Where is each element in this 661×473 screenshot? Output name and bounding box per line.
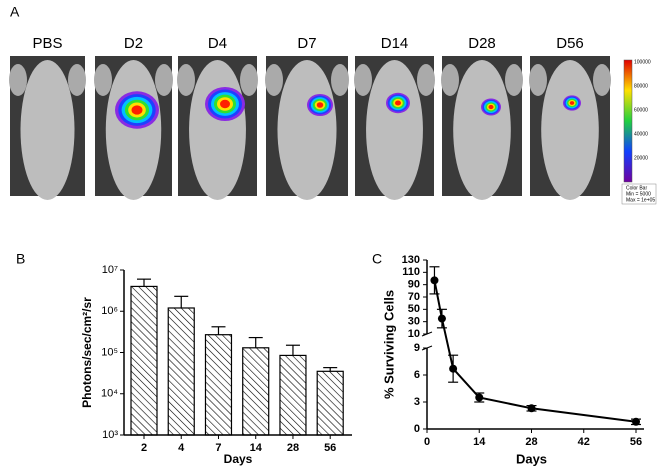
data-point <box>475 393 484 402</box>
y-tick-label: 9 <box>414 342 420 354</box>
signal <box>569 101 575 105</box>
y-tick-label: 110 <box>402 266 420 278</box>
x-axis-label: Days <box>516 451 547 466</box>
mouse-limb <box>155 64 173 96</box>
mouse-limb <box>265 64 283 96</box>
mouse-body <box>20 60 75 200</box>
x-axis-label: Days <box>224 452 253 466</box>
data-point <box>430 276 439 285</box>
group-label: D28 <box>468 35 496 52</box>
y-tick-label: 10⁵ <box>101 346 118 358</box>
mouse-body <box>189 60 246 200</box>
mouse-limb <box>68 64 86 96</box>
y-tick-label: 70 <box>408 291 420 303</box>
y-tick-label: 10³ <box>102 429 118 441</box>
series-line <box>433 280 637 423</box>
mouse-limb <box>9 64 27 96</box>
x-tick-label: 2 <box>141 442 147 454</box>
color-bar-caption: Min = 5000 <box>626 191 651 197</box>
bar <box>242 347 270 436</box>
mouse-limb <box>505 64 523 96</box>
x-tick-label: 0 <box>424 436 430 448</box>
mouse-body <box>453 60 511 200</box>
bar <box>204 334 233 436</box>
x-tick-label: 28 <box>287 442 299 454</box>
color-bar-tick: 60000 <box>634 107 648 113</box>
mouse-limb <box>354 64 372 96</box>
group-label: D2 <box>124 35 143 52</box>
signal <box>488 104 494 110</box>
group-label: D14 <box>381 35 409 52</box>
mouse-body <box>541 60 599 200</box>
y-tick-label: 50 <box>408 303 420 315</box>
color-bar <box>623 59 633 183</box>
mouse-body <box>277 60 337 200</box>
x-tick-label: 42 <box>578 436 590 448</box>
color-bar-caption: Color Bar <box>626 185 647 191</box>
y-tick-label: 6 <box>414 369 420 381</box>
signal <box>220 99 230 109</box>
y-tick-label: 10 <box>408 328 420 340</box>
color-bar-tick: 80000 <box>634 83 648 89</box>
y-tick-label: 3 <box>414 396 420 408</box>
mouse-limb <box>94 64 112 96</box>
bar <box>279 354 307 436</box>
bar <box>130 285 158 436</box>
mouse-limb <box>441 64 459 96</box>
panel-label: B <box>16 251 25 267</box>
data-point <box>527 404 536 413</box>
y-tick-label: 10⁷ <box>102 264 118 276</box>
y-tick-label: 0 <box>414 423 420 435</box>
color-bar-tick: 100000 <box>634 59 651 65</box>
signal <box>316 102 324 108</box>
y-axis-label: % Surviving Cells <box>381 290 396 399</box>
mouse-limb <box>417 64 435 96</box>
mouse-limb <box>240 64 258 96</box>
mouse-body <box>366 60 423 200</box>
color-bar-tick: 20000 <box>634 155 648 161</box>
mouse-limb <box>593 64 611 96</box>
signal <box>395 100 401 106</box>
x-tick-label: 7 <box>215 442 221 454</box>
group-label: D4 <box>208 35 227 52</box>
x-tick-label: 14 <box>473 436 486 448</box>
data-point <box>437 314 446 323</box>
y-tick-label: 10⁴ <box>101 388 118 400</box>
y-tick-label: 10⁶ <box>101 305 118 317</box>
signal <box>131 105 143 115</box>
image-row <box>9 56 611 200</box>
y-tick-label: 30 <box>408 316 420 328</box>
bar <box>167 307 195 436</box>
x-tick-label: 14 <box>250 442 263 454</box>
y-tick-label: 130 <box>402 254 420 266</box>
data-point <box>632 417 640 426</box>
mouse-limb <box>177 64 195 96</box>
group-label: D56 <box>556 35 584 52</box>
color-bar-caption: Max = 1e+05 <box>626 197 655 203</box>
y-tick-label: 90 <box>408 279 420 291</box>
panel-label: C <box>372 251 382 267</box>
color-bar-tick: 40000 <box>634 131 648 137</box>
mouse-limb <box>529 64 547 96</box>
group-label: PBS <box>32 35 62 52</box>
panel-label: A <box>10 4 20 20</box>
x-tick-label: 28 <box>525 436 537 448</box>
data-point <box>449 364 458 373</box>
x-tick-label: 56 <box>324 442 336 454</box>
y-axis-label: Photons/sec/cm²/sr <box>80 297 94 408</box>
mouse-body <box>105 60 162 200</box>
color-bar-caption-box <box>621 183 657 205</box>
x-tick-label: 4 <box>178 442 185 454</box>
x-tick-label: 56 <box>630 436 642 448</box>
bar <box>316 370 344 436</box>
group-label: D7 <box>297 35 316 52</box>
mouse-limb <box>331 64 349 96</box>
